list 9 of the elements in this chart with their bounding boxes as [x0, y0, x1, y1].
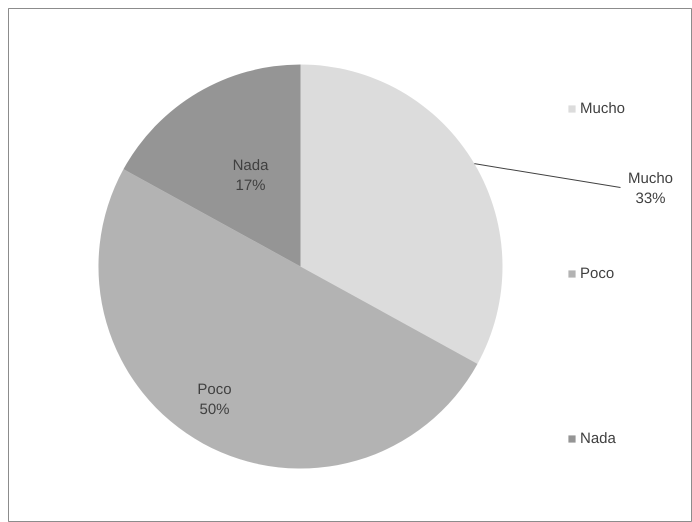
slice-label: Poco	[197, 381, 232, 398]
slice-label: Nada	[232, 157, 270, 174]
data-label: 33%	[635, 190, 666, 207]
data-label: 50%	[199, 400, 230, 418]
legend-label: Mucho	[580, 100, 626, 117]
slice-label: Mucho	[628, 170, 674, 188]
legend-label: Nada	[580, 430, 616, 447]
data-label: 17%	[235, 176, 266, 194]
legend-label: Poco	[580, 265, 614, 282]
